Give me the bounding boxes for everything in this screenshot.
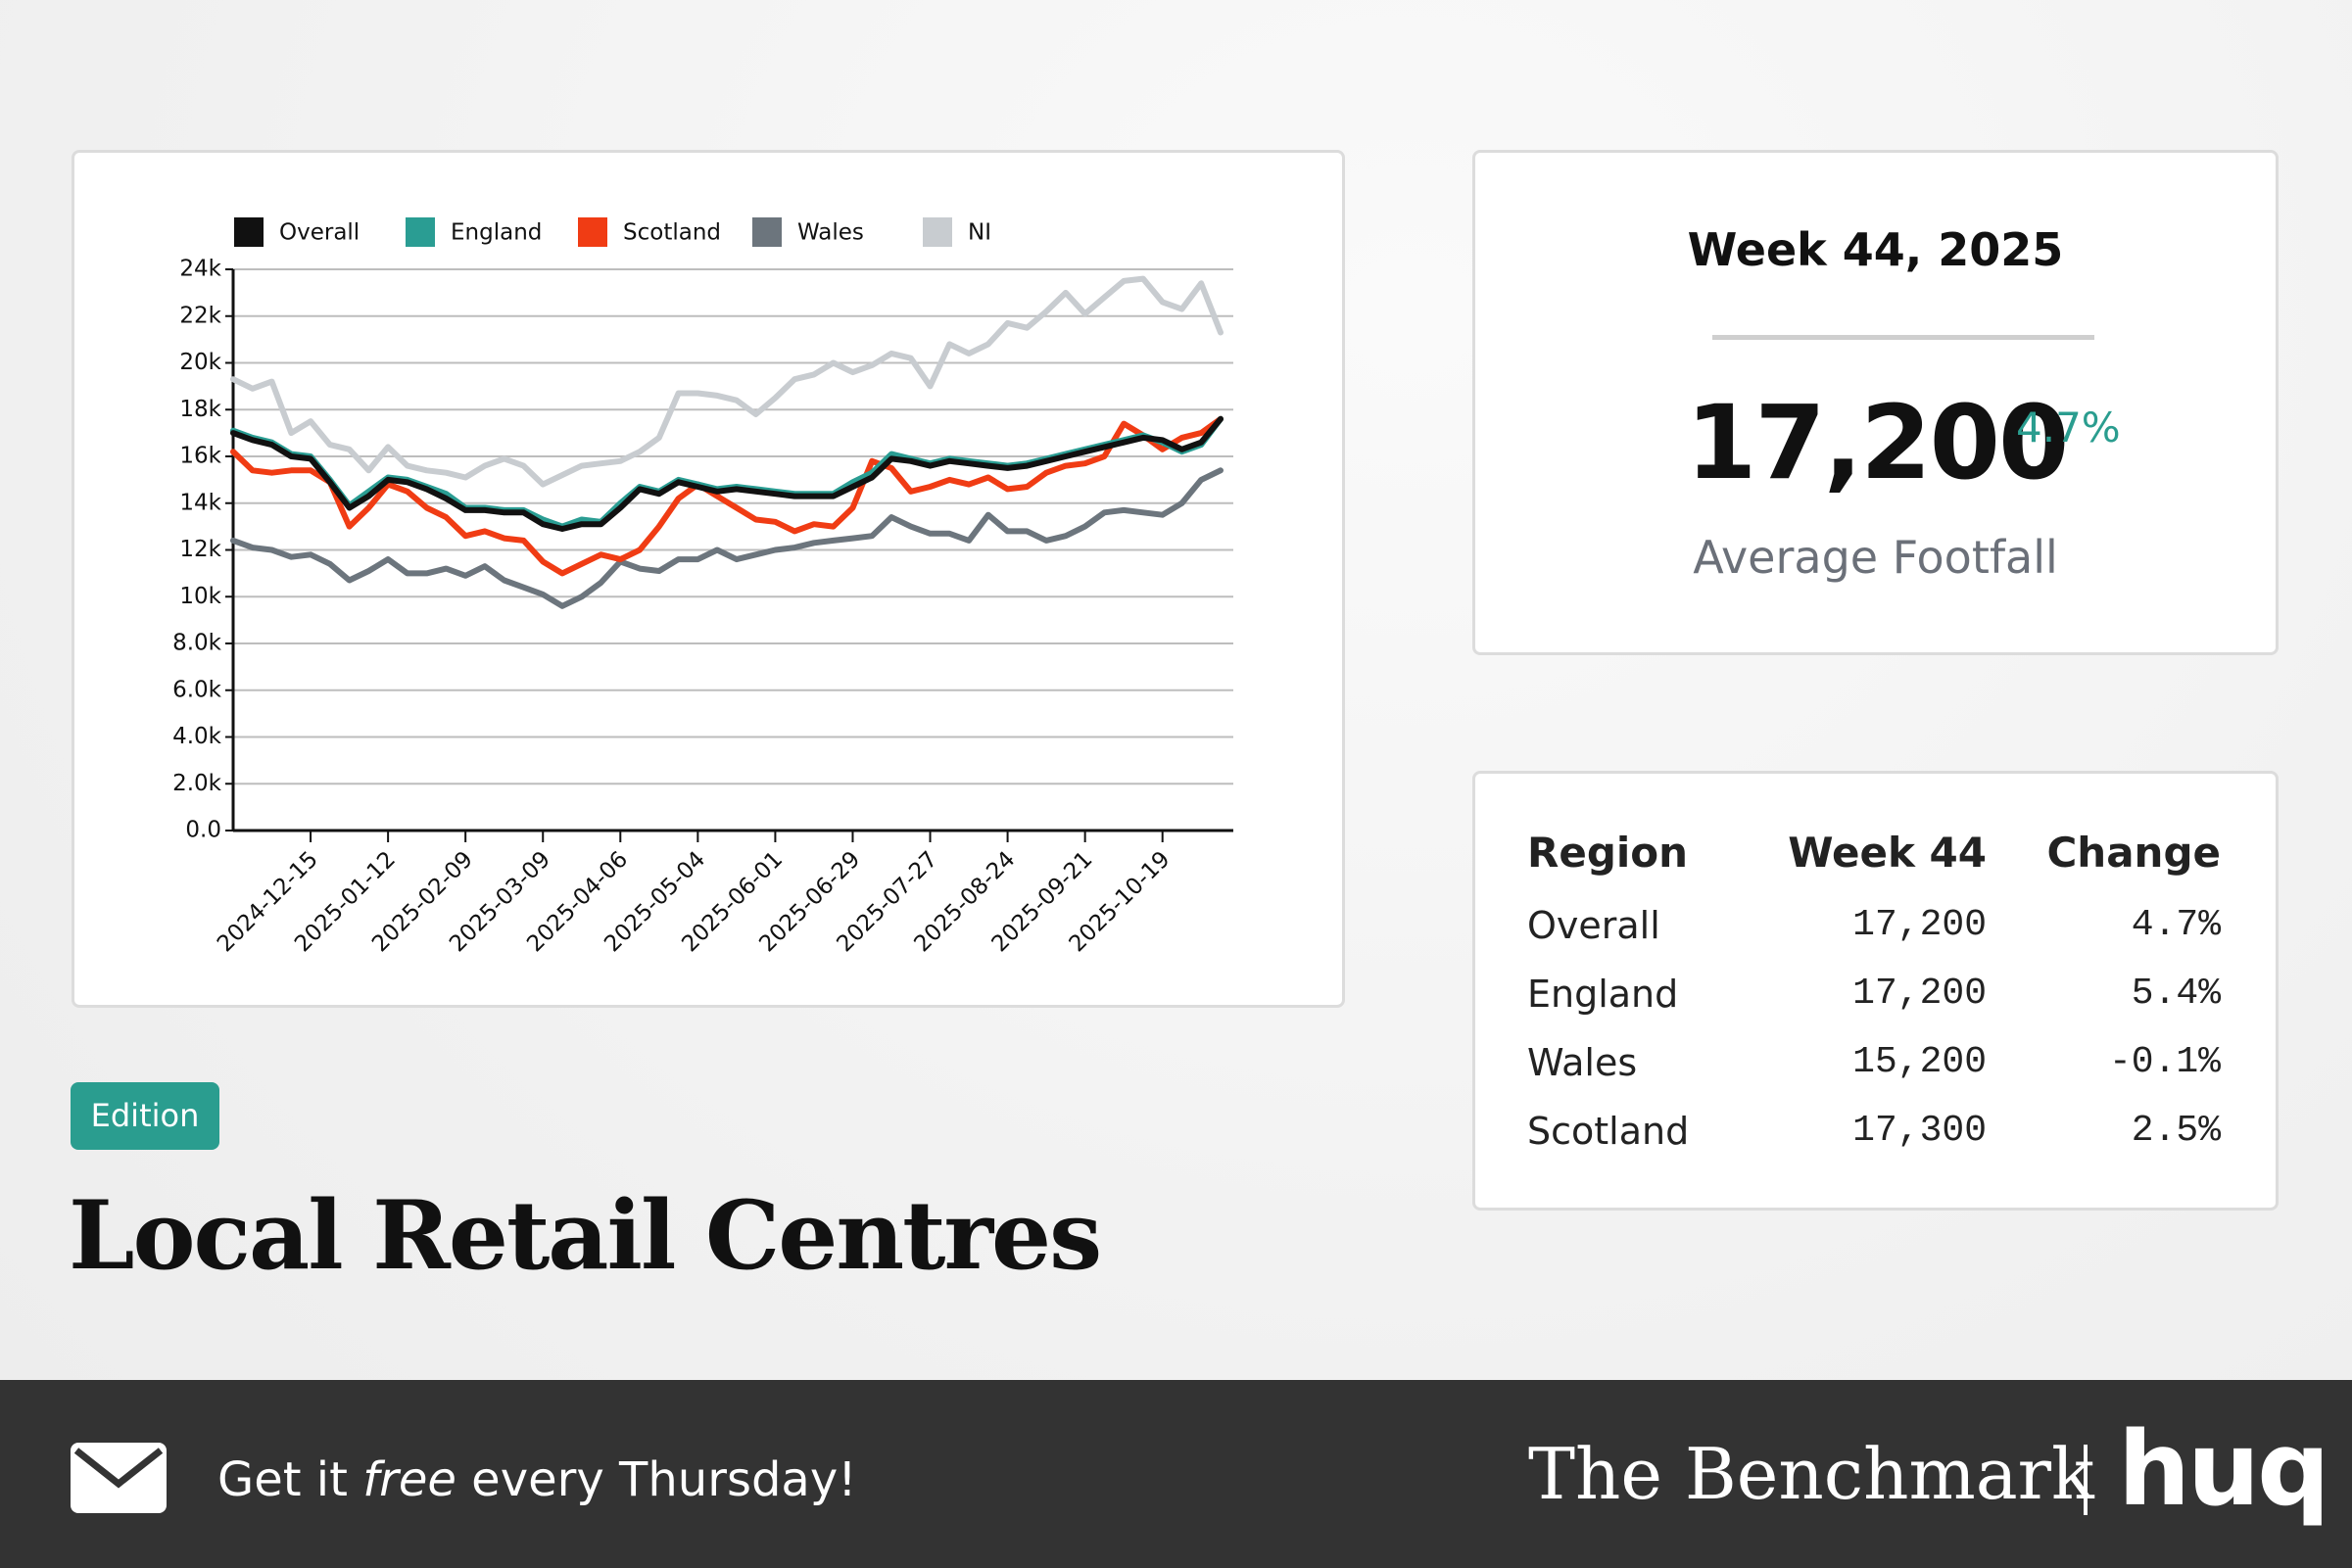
table-cell: Overall [1527,904,1660,947]
chart-card: 0.0 2.0k 4.0k 6.0k 8.0k 10k 12k 14k 16k 18k 20k 22k… [72,150,1345,1008]
series-line [230,415,1224,530]
table-cell: 17,200 [1852,904,1987,946]
legend-swatch [578,217,607,247]
y-tick-label: 6.0k [172,677,222,702]
table-cell: 17,300 [1852,1110,1987,1152]
y-tick-label: 4.0k [172,724,222,749]
table-cell: -0.1% [2108,1041,2221,1083]
cta[interactable]: Get it free every Thursday! [217,1452,856,1507]
legend-swatch [923,217,952,247]
legend-label: England [451,220,542,246]
legend-swatch [406,217,435,247]
legend-label: NI [968,220,991,246]
table-cell: 5.4% [2131,973,2221,1015]
stat-label: Average Footfall [1693,531,2058,584]
series-line [230,415,1224,532]
series-line [230,415,1224,577]
y-tick-label: 18k [179,397,221,422]
y-tick-label: 14k [179,490,221,515]
series-line [230,467,1224,609]
brand-separator [2084,1445,2088,1515]
table-cell: 15,200 [1852,1041,1987,1083]
table-cell: Scotland [1527,1110,1690,1153]
legend-label: Scotland [623,220,721,246]
table-header: Region [1527,829,1689,877]
stat-card: Week 44, 2025 17,200 4.7% Average Footfa… [1472,150,2279,655]
headline: Local Retail Centres [69,1180,1102,1291]
table-cell: Wales [1527,1041,1638,1084]
brand-logo: huq [2118,1409,2330,1529]
y-tick-label: 0.0 [185,818,221,843]
edition-badge: Edition [71,1082,219,1150]
chart: 0.0 2.0k 4.0k 6.0k 8.0k 10k 12k 14k 16k 18k 20k 22k… [172,217,1233,957]
y-tick-label: 24k [179,257,221,282]
table-cell: 2.5% [2131,1110,2221,1152]
cta-text: every Thursday! [456,1452,857,1507]
y-tick-label: 12k [179,537,221,562]
table-header: Week 44 [1788,829,1987,877]
table-cell: 4.7% [2131,904,2221,946]
y-tick-label: 20k [179,350,221,375]
y-tick-label: 10k [179,584,221,609]
y-tick-label: 16k [179,444,221,469]
table-cell: 17,200 [1852,973,1987,1015]
legend-swatch [234,217,264,247]
cta-emphasis: free [362,1452,456,1507]
cta-text: Get it [217,1452,363,1507]
brand-name: The Benchmark [1528,1433,2094,1515]
legend-label: Overall [279,220,360,246]
footer: Get it free every Thursday! The Benchmar… [0,1380,2352,1568]
table-header: Change [2046,829,2221,877]
y-tick-label: 22k [179,303,221,328]
table-card: Region Week 44 Change Overall 17,200 4.7% E… [1472,771,2279,1211]
y-tick-label: 2.0k [172,771,222,796]
stat-title: Week 44, 2025 [1687,223,2064,276]
y-tick-label: 8.0k [172,631,222,656]
legend-label: Wales [797,220,864,246]
legend-swatch [752,217,782,247]
stat-change: 4.7% [2016,404,2121,451]
series-line [230,275,1224,488]
stat-value: 17,200 [1686,383,2069,502]
divider [1712,335,2094,340]
table-cell: England [1527,973,1679,1016]
mail-icon[interactable] [71,1443,167,1513]
